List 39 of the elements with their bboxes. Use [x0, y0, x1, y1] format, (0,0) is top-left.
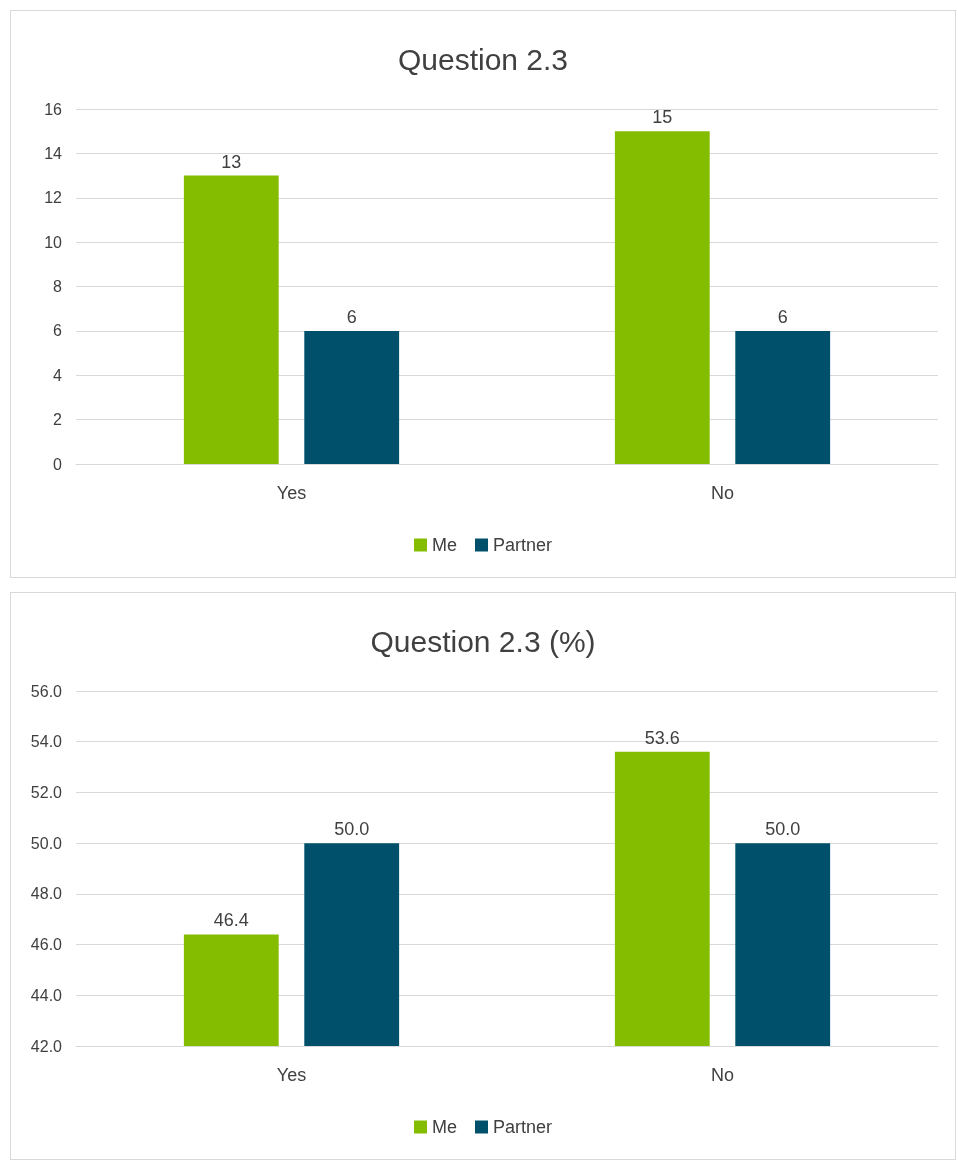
y-tick-label: 46.0: [30, 936, 63, 954]
data-label: 50.0: [334, 819, 370, 840]
y-tick-label: 54.0: [30, 733, 63, 751]
y-tick-label: 6: [53, 322, 63, 340]
legend-label: Partner: [492, 535, 553, 555]
y-tick-label: 12: [44, 189, 63, 207]
y-tick-label: 0: [53, 455, 63, 473]
bar: [183, 175, 279, 464]
y-tick-label: 8: [53, 278, 63, 295]
y-tick-label: 2: [53, 411, 63, 429]
chart-title: Question 2.3: [397, 42, 569, 76]
x-tick-label: Yes: [276, 483, 307, 503]
data-label: 15: [652, 107, 673, 128]
y-tick-label: 48.0: [30, 885, 63, 903]
y-tick-label: 50.0: [30, 834, 63, 852]
data-label: 46.4: [213, 910, 249, 931]
bar: [304, 330, 400, 464]
legend-label: Me: [431, 535, 457, 555]
data-label: 6: [777, 306, 788, 327]
y-tick-label: 52.0: [30, 783, 63, 801]
bar: [614, 131, 710, 464]
legend-label: Partner: [492, 1117, 553, 1137]
y-tick-label: 10: [44, 233, 63, 251]
data-label: 53.6: [644, 727, 680, 748]
y-tick-label: 14: [44, 144, 63, 162]
data-label: 50.0: [765, 819, 801, 840]
y-tick-label: 44.0: [30, 986, 63, 1004]
y-tick-label: 56.0: [30, 682, 63, 700]
x-tick-label: No: [710, 1065, 735, 1085]
data-label: 13: [221, 151, 242, 172]
x-tick-label: No: [710, 483, 735, 503]
y-tick-label: 16: [44, 100, 63, 118]
y-tick-label: 42.0: [30, 1037, 63, 1055]
chart-title: Question 2.3 (%): [370, 624, 596, 658]
x-tick-label: Yes: [276, 1065, 307, 1085]
data-label: 6: [346, 306, 357, 327]
legend-label: Me: [431, 1117, 457, 1137]
y-tick-label: 4: [53, 366, 63, 384]
bar: [735, 330, 831, 464]
